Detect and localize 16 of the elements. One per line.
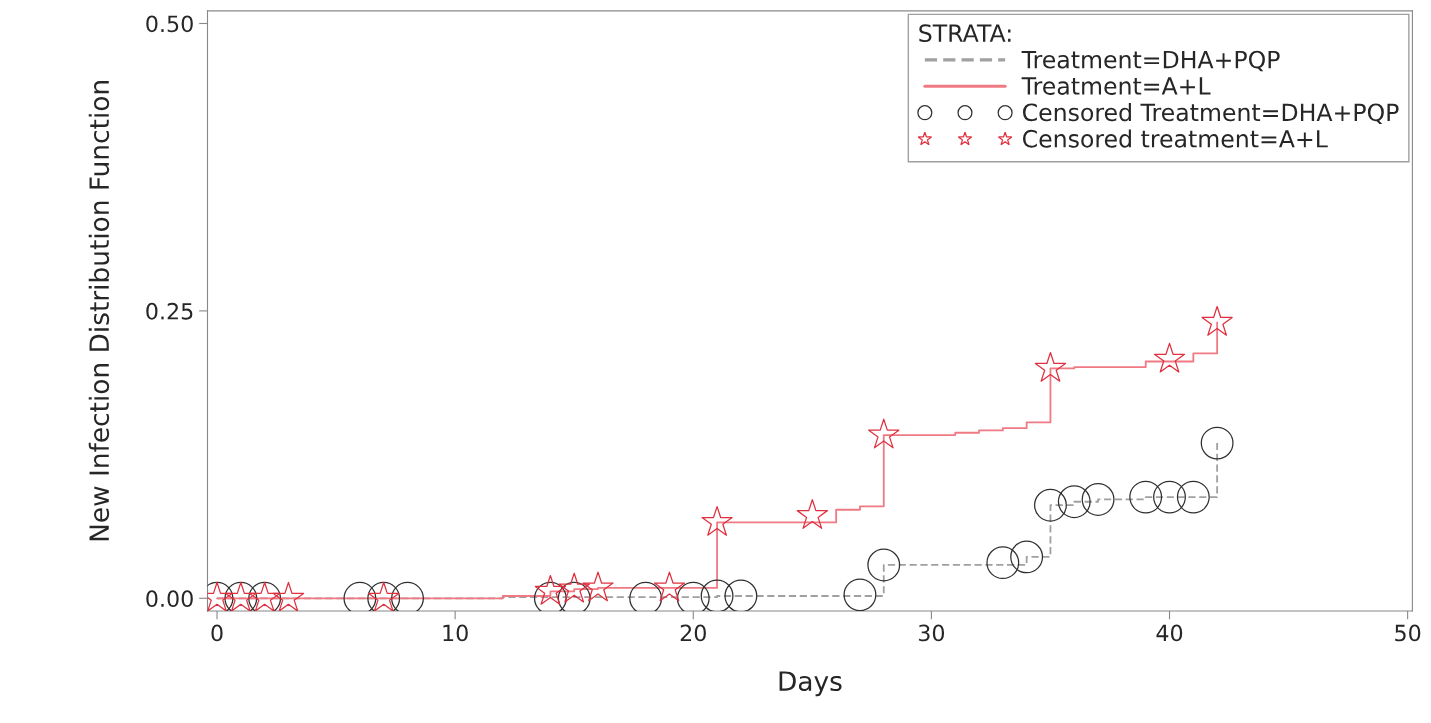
- legend-label: Treatment=A+L: [1021, 77, 1211, 95]
- x-tick-label: 40: [1156, 624, 1183, 642]
- y-tick-label: 0.25: [146, 302, 193, 320]
- x-tick-label: 30: [918, 624, 945, 642]
- x-tick-label: 0: [211, 624, 223, 642]
- x-tick-label: 50: [1395, 624, 1421, 642]
- legend-label: Treatment=DHA+PQP: [1021, 50, 1280, 72]
- y-tick-label: 0.00: [146, 590, 193, 608]
- y-tick-label: 0.50: [146, 15, 193, 33]
- x-tick-label: 10: [443, 624, 468, 642]
- legend-label: Censored Treatment=DHA+PQP: [1022, 103, 1399, 124]
- legend-title: STRATA:: [919, 24, 1011, 43]
- x-tick-label: 20: [680, 624, 706, 642]
- x-axis-title: Days: [779, 671, 842, 697]
- y-axis-title: New Infection Distribution Function: [88, 81, 110, 541]
- legend-label: Censored treatment=A+L: [1022, 129, 1328, 148]
